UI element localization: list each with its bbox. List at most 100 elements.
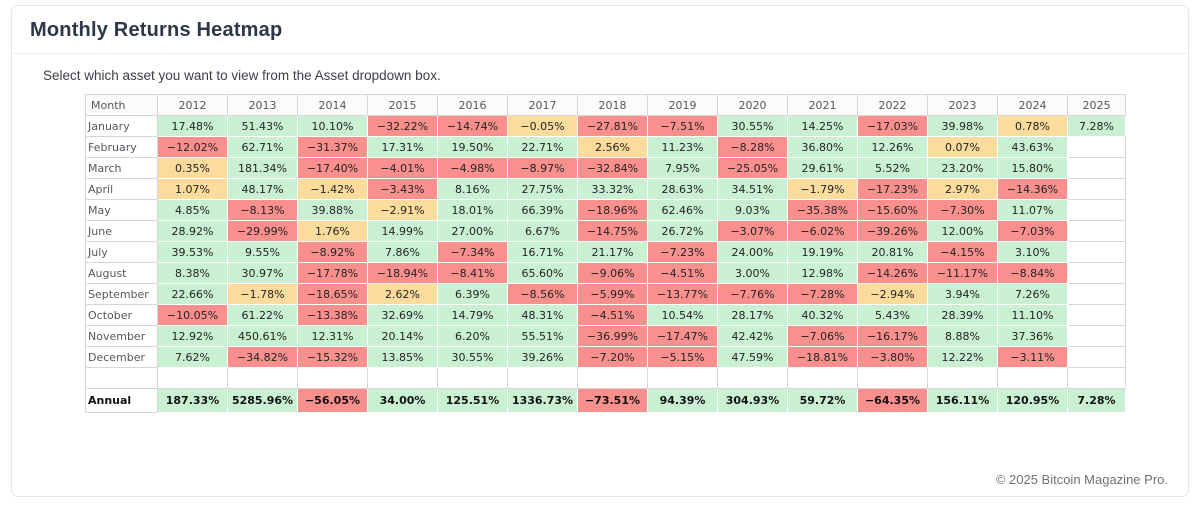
return-cell: 30.55% (437, 346, 508, 368)
return-cell: 4.85% (157, 199, 228, 221)
return-cell: −17.47% (647, 325, 718, 347)
return-cell (1067, 241, 1126, 263)
return-cell: 12.31% (297, 325, 368, 347)
return-cell: 94.39% (647, 388, 718, 413)
table-row: September 22.66% −1.78% −18.65% 2.62% 6.39% −8… (85, 283, 1126, 305)
return-cell: 19.50% (437, 136, 508, 158)
return-cell: 66.39% (507, 199, 578, 221)
table-row: January 17.48% 51.43% 10.10% −32.22% −14.74% −… (85, 115, 1126, 137)
return-cell: −18.81% (787, 346, 858, 368)
return-cell: 14.99% (367, 220, 438, 242)
return-cell: −12.02% (157, 136, 228, 158)
return-cell: 1.07% (157, 178, 228, 200)
month-label: June (85, 220, 158, 242)
return-cell: 12.26% (857, 136, 928, 158)
return-cell: −7.03% (997, 220, 1068, 242)
return-cell (1067, 262, 1126, 284)
return-cell: −18.94% (367, 262, 438, 284)
return-cell: −11.17% (927, 262, 998, 284)
return-cell: 7.86% (367, 241, 438, 263)
return-cell: 13.85% (367, 346, 438, 368)
year-header: 2014 (297, 94, 368, 116)
return-cell: −17.23% (857, 178, 928, 200)
year-header-row: Month 2012 2013 2014 2015 2016 2017 2018 2019 202… (85, 94, 1126, 116)
return-cell: −7.06% (787, 325, 858, 347)
return-cell (1067, 367, 1126, 389)
return-cell (437, 367, 508, 389)
return-cell: 40.32% (787, 304, 858, 326)
return-cell: −4.51% (647, 262, 718, 284)
return-cell: −13.77% (647, 283, 718, 305)
return-cell: 2.97% (927, 178, 998, 200)
return-cell (787, 367, 858, 389)
return-cell: −39.26% (857, 220, 928, 242)
year-header: 2024 (997, 94, 1068, 116)
return-cell: 12.98% (787, 262, 858, 284)
return-cell: 22.66% (157, 283, 228, 305)
return-cell: 304.93% (717, 388, 788, 413)
return-cell: −2.94% (857, 283, 928, 305)
year-header: 2017 (507, 94, 578, 116)
return-cell: 8.16% (437, 178, 508, 200)
return-cell: −17.03% (857, 115, 928, 137)
return-cell: −7.34% (437, 241, 508, 263)
page-title: Monthly Returns Heatmap (30, 19, 283, 41)
return-cell: −56.05% (297, 388, 368, 413)
return-cell: 5285.96% (227, 388, 298, 413)
return-cell: −7.30% (927, 199, 998, 221)
return-cell: 6.67% (507, 220, 578, 242)
return-cell: 28.92% (157, 220, 228, 242)
return-cell: 450.61% (227, 325, 298, 347)
return-cell: −15.32% (297, 346, 368, 368)
return-cell: 12.22% (927, 346, 998, 368)
return-cell: 29.61% (787, 157, 858, 179)
return-cell (1067, 304, 1126, 326)
heatmap-table-head: Month 2012 2013 2014 2015 2016 2017 2018 2019 202… (85, 94, 1126, 116)
month-label: August (85, 262, 158, 284)
return-cell: −14.75% (577, 220, 648, 242)
return-cell: 55.51% (507, 325, 578, 347)
return-cell: 8.88% (927, 325, 998, 347)
return-cell (857, 367, 928, 389)
return-cell: 30.55% (717, 115, 788, 137)
return-cell: −0.05% (507, 115, 578, 137)
return-cell: −16.17% (857, 325, 928, 347)
return-cell: 61.22% (227, 304, 298, 326)
return-cell: 65.60% (507, 262, 578, 284)
return-cell: −1.78% (227, 283, 298, 305)
return-cell (1067, 178, 1126, 200)
return-cell: 9.55% (227, 241, 298, 263)
return-cell: −29.99% (227, 220, 298, 242)
return-cell: −8.97% (507, 157, 578, 179)
heatmap-card: Monthly Returns Heatmap Select which ass… (11, 5, 1189, 497)
copyright-text: © 2025 Bitcoin Magazine Pro. (995, 472, 1168, 487)
return-cell: −1.79% (787, 178, 858, 200)
return-cell: 0.07% (927, 136, 998, 158)
return-cell: 187.33% (157, 388, 228, 413)
year-header: 2025 (1067, 94, 1126, 116)
return-cell: 28.17% (717, 304, 788, 326)
return-cell: 2.62% (367, 283, 438, 305)
return-cell: 125.51% (437, 388, 508, 413)
month-label: March (85, 157, 158, 179)
return-cell: 3.94% (927, 283, 998, 305)
return-cell: 1336.73% (507, 388, 578, 413)
return-cell: 0.78% (997, 115, 1068, 137)
return-cell: −73.51% (577, 388, 648, 413)
return-cell: −35.38% (787, 199, 858, 221)
return-cell: 19.19% (787, 241, 858, 263)
return-cell: −15.60% (857, 199, 928, 221)
return-cell (367, 367, 438, 389)
return-cell: −14.26% (857, 262, 928, 284)
return-cell: 47.59% (717, 346, 788, 368)
return-cell: 51.43% (227, 115, 298, 137)
return-cell: 18.01% (437, 199, 508, 221)
year-header: 2018 (577, 94, 648, 116)
return-cell: 21.17% (577, 241, 648, 263)
return-cell: −3.43% (367, 178, 438, 200)
return-cell: −2.91% (367, 199, 438, 221)
return-cell: −4.15% (927, 241, 998, 263)
heatmap-table-body: January 17.48% 51.43% 10.10% −32.22% −14.74% −… (85, 115, 1126, 413)
table-row: July 39.53% 9.55% −8.92% 7.86% −7.34% 16.71% 21… (85, 241, 1126, 263)
month-label (85, 367, 158, 389)
